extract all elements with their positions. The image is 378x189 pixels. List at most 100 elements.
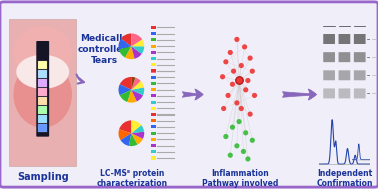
Wedge shape xyxy=(121,33,132,46)
Wedge shape xyxy=(132,133,143,145)
Wedge shape xyxy=(132,77,135,90)
FancyBboxPatch shape xyxy=(354,88,366,98)
FancyBboxPatch shape xyxy=(36,41,49,137)
FancyBboxPatch shape xyxy=(151,156,156,160)
FancyBboxPatch shape xyxy=(151,70,156,73)
FancyBboxPatch shape xyxy=(339,52,350,62)
Point xyxy=(236,79,242,82)
FancyBboxPatch shape xyxy=(339,88,350,98)
FancyBboxPatch shape xyxy=(0,2,378,187)
FancyBboxPatch shape xyxy=(151,51,156,54)
Wedge shape xyxy=(121,133,132,146)
FancyBboxPatch shape xyxy=(151,32,156,35)
Point xyxy=(227,51,233,54)
Point xyxy=(245,157,251,160)
Text: Medically
controlled
Tears: Medically controlled Tears xyxy=(78,34,130,65)
FancyBboxPatch shape xyxy=(151,26,156,29)
Text: Sampling: Sampling xyxy=(17,172,68,182)
FancyBboxPatch shape xyxy=(151,88,156,91)
FancyBboxPatch shape xyxy=(151,94,156,97)
Point xyxy=(236,120,242,123)
Wedge shape xyxy=(127,90,137,103)
Wedge shape xyxy=(119,46,132,58)
Point xyxy=(247,113,253,116)
Wedge shape xyxy=(132,132,144,139)
FancyBboxPatch shape xyxy=(151,38,156,41)
FancyBboxPatch shape xyxy=(151,45,156,48)
Point xyxy=(220,75,226,78)
Wedge shape xyxy=(129,133,138,146)
Wedge shape xyxy=(132,46,144,54)
Point xyxy=(249,139,255,142)
Wedge shape xyxy=(120,90,132,102)
FancyBboxPatch shape xyxy=(151,125,156,128)
FancyBboxPatch shape xyxy=(151,101,156,104)
FancyBboxPatch shape xyxy=(151,144,156,147)
FancyBboxPatch shape xyxy=(38,106,47,114)
Point xyxy=(227,154,233,157)
Point xyxy=(247,57,253,60)
FancyBboxPatch shape xyxy=(354,52,366,62)
Point xyxy=(240,150,246,153)
Wedge shape xyxy=(132,87,144,95)
Point xyxy=(238,64,244,67)
Point xyxy=(223,60,229,63)
Point xyxy=(234,38,240,41)
FancyBboxPatch shape xyxy=(354,70,366,80)
Point xyxy=(229,126,235,129)
Point xyxy=(251,94,257,97)
Point xyxy=(243,131,249,134)
FancyBboxPatch shape xyxy=(151,82,156,85)
Point xyxy=(238,107,244,110)
FancyBboxPatch shape xyxy=(323,34,335,44)
FancyBboxPatch shape xyxy=(151,57,156,60)
Point xyxy=(234,101,240,104)
Text: LC-MSᴱ protein
characterization: LC-MSᴱ protein characterization xyxy=(97,169,168,188)
Text: —: — xyxy=(372,91,376,95)
FancyBboxPatch shape xyxy=(9,19,76,166)
Ellipse shape xyxy=(14,26,72,79)
FancyBboxPatch shape xyxy=(151,150,156,153)
FancyBboxPatch shape xyxy=(38,115,47,123)
FancyBboxPatch shape xyxy=(323,70,335,80)
Ellipse shape xyxy=(14,61,72,128)
FancyBboxPatch shape xyxy=(38,124,47,132)
FancyBboxPatch shape xyxy=(151,138,156,141)
Point xyxy=(236,79,242,82)
Wedge shape xyxy=(119,39,132,50)
FancyBboxPatch shape xyxy=(151,113,156,116)
FancyBboxPatch shape xyxy=(38,79,47,87)
FancyBboxPatch shape xyxy=(151,76,156,79)
FancyBboxPatch shape xyxy=(151,132,156,135)
Wedge shape xyxy=(132,46,142,59)
Point xyxy=(234,144,240,147)
Point xyxy=(221,107,227,110)
Point xyxy=(242,45,248,48)
Ellipse shape xyxy=(16,55,69,89)
Point xyxy=(229,83,235,86)
Wedge shape xyxy=(132,81,144,90)
FancyBboxPatch shape xyxy=(38,61,47,69)
FancyBboxPatch shape xyxy=(151,119,156,122)
Point xyxy=(223,135,229,138)
Text: Inflammation
Pathway involved: Inflammation Pathway involved xyxy=(202,169,278,188)
FancyBboxPatch shape xyxy=(38,97,47,105)
Wedge shape xyxy=(132,120,141,133)
Point xyxy=(245,79,251,82)
Text: Independent
Confirmation: Independent Confirmation xyxy=(316,169,373,188)
Point xyxy=(231,70,237,73)
Wedge shape xyxy=(132,33,142,46)
Wedge shape xyxy=(132,40,144,46)
Text: —: — xyxy=(372,73,376,77)
FancyBboxPatch shape xyxy=(151,113,156,116)
FancyBboxPatch shape xyxy=(151,107,156,110)
FancyBboxPatch shape xyxy=(323,52,335,62)
Wedge shape xyxy=(119,84,132,95)
Wedge shape xyxy=(119,120,132,133)
FancyBboxPatch shape xyxy=(339,34,350,44)
Wedge shape xyxy=(125,46,135,59)
Text: —: — xyxy=(372,37,376,41)
Point xyxy=(249,70,255,73)
FancyBboxPatch shape xyxy=(354,34,366,44)
FancyBboxPatch shape xyxy=(151,63,156,66)
